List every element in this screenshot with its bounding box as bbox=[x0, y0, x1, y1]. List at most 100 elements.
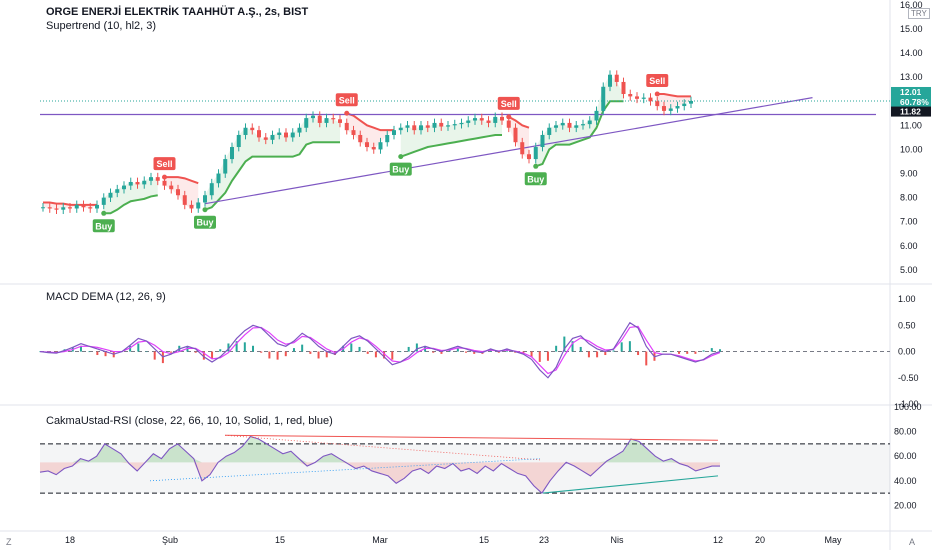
candle-body bbox=[601, 86, 606, 111]
candle-body bbox=[459, 122, 464, 125]
signal-box bbox=[524, 172, 547, 186]
candle-body bbox=[317, 115, 322, 123]
macd-histogram-bar bbox=[563, 336, 566, 352]
signal-text: Sell bbox=[156, 159, 172, 169]
macd-histogram-bar bbox=[333, 351, 336, 356]
supertrend-line-up bbox=[535, 100, 624, 168]
macd-histogram-bar bbox=[465, 351, 468, 353]
candle-body bbox=[371, 147, 376, 150]
candle-body bbox=[142, 180, 147, 185]
macd-histogram-bar bbox=[399, 351, 402, 353]
currency-badge[interactable]: TRY bbox=[908, 8, 930, 19]
time-tick-label: 12 bbox=[713, 535, 723, 545]
candle-body bbox=[540, 134, 545, 148]
candle-body bbox=[68, 207, 72, 209]
candle-body bbox=[344, 122, 349, 131]
candle-body bbox=[149, 177, 153, 181]
price-tick-label: 8.00 bbox=[900, 193, 918, 203]
supertrend-line-up bbox=[103, 194, 158, 215]
signal-dot bbox=[506, 114, 512, 120]
signal-box bbox=[389, 162, 412, 176]
candle-body bbox=[452, 124, 457, 126]
macd-histogram-bar bbox=[325, 351, 328, 358]
time-tick-label: 18 bbox=[65, 535, 75, 545]
macd-histogram-bar bbox=[473, 351, 476, 354]
macd-histogram-bar bbox=[301, 344, 304, 352]
macd-histogram-bar bbox=[170, 351, 173, 353]
signal-box bbox=[646, 74, 669, 87]
candle-body bbox=[95, 204, 99, 209]
candle-body bbox=[527, 154, 531, 160]
candle-body bbox=[581, 124, 585, 126]
time-tick-label: 20 bbox=[755, 535, 765, 545]
candle-body bbox=[554, 125, 558, 128]
price-tick-label: 7.00 bbox=[900, 217, 918, 227]
candle-body bbox=[486, 120, 491, 123]
price-tick-label: 10.00 bbox=[900, 144, 923, 154]
candle-body bbox=[419, 125, 423, 131]
candle-body bbox=[263, 137, 268, 140]
candle-body bbox=[270, 134, 275, 140]
macd-histogram-bar bbox=[268, 351, 271, 359]
sell-signal-label: Sell bbox=[646, 74, 669, 97]
candle-body bbox=[209, 183, 214, 196]
rsi-tick-label: 80.00 bbox=[894, 427, 917, 437]
timezone-icon[interactable]: Z bbox=[6, 537, 12, 547]
rsi-lower-fill bbox=[40, 462, 720, 494]
candle-body bbox=[513, 127, 518, 143]
macd-histogram-bar bbox=[194, 351, 197, 353]
rsi-support-line bbox=[542, 475, 719, 494]
macd-histogram-bar bbox=[555, 345, 558, 352]
macd-tick-label: 1.00 bbox=[898, 294, 916, 304]
signal-dot bbox=[344, 110, 350, 116]
price-tick-label: 6.00 bbox=[900, 241, 918, 251]
macd-histogram-bar bbox=[88, 351, 91, 353]
symbol-title: ORGE ENERJİ ELEKTRİK TAAHHÜT A.Ş., 2s, B… bbox=[46, 6, 309, 18]
signal-text: Buy bbox=[527, 174, 544, 184]
candle-body bbox=[425, 125, 430, 128]
candle-body bbox=[304, 118, 309, 128]
macd-histogram-bar bbox=[456, 348, 459, 352]
supertrend-line-down bbox=[508, 116, 530, 129]
macd-histogram-bar bbox=[424, 346, 427, 352]
macd-histogram-bar bbox=[686, 351, 689, 354]
macd-histogram-bar bbox=[571, 341, 574, 352]
macd-histogram-bar bbox=[186, 346, 189, 352]
candle-body bbox=[358, 134, 363, 143]
sell-signal-label: Sell bbox=[153, 157, 176, 180]
candle-body bbox=[196, 202, 201, 209]
candle-body bbox=[290, 132, 295, 138]
candle-body bbox=[176, 189, 180, 196]
signal-box bbox=[497, 96, 520, 110]
macd-histogram-bar bbox=[440, 351, 443, 354]
signal-box bbox=[153, 157, 176, 171]
candle-body bbox=[74, 204, 79, 209]
candle-body bbox=[587, 120, 592, 125]
candle-body bbox=[398, 127, 403, 131]
signal-text: Sell bbox=[501, 99, 517, 109]
candle-body bbox=[243, 127, 248, 135]
signal-dot bbox=[202, 207, 208, 213]
candle-body bbox=[324, 118, 329, 123]
macd-histogram-bar bbox=[260, 351, 263, 353]
macd-histogram-bar bbox=[530, 351, 533, 358]
candle-body bbox=[614, 74, 619, 82]
price-tag-text: 12.01 bbox=[900, 87, 922, 97]
candle-body bbox=[47, 207, 52, 209]
supertrend-line-down bbox=[164, 176, 199, 185]
candle-body bbox=[547, 127, 552, 135]
macd-histogram-bar bbox=[587, 351, 590, 358]
macd-histogram-bar bbox=[546, 351, 549, 361]
candle-body bbox=[392, 130, 396, 135]
price-tick-label: 13.00 bbox=[900, 72, 923, 82]
candle-body bbox=[446, 125, 450, 127]
auto-scale-icon[interactable]: A bbox=[909, 537, 916, 547]
ascending-trendline bbox=[204, 97, 813, 205]
macd-histogram-bar bbox=[415, 343, 418, 352]
macd-line bbox=[39, 321, 721, 379]
candle-body bbox=[682, 103, 687, 107]
candle-body bbox=[506, 120, 511, 128]
macd-histogram-bar bbox=[661, 351, 664, 353]
signal-box bbox=[194, 215, 216, 229]
